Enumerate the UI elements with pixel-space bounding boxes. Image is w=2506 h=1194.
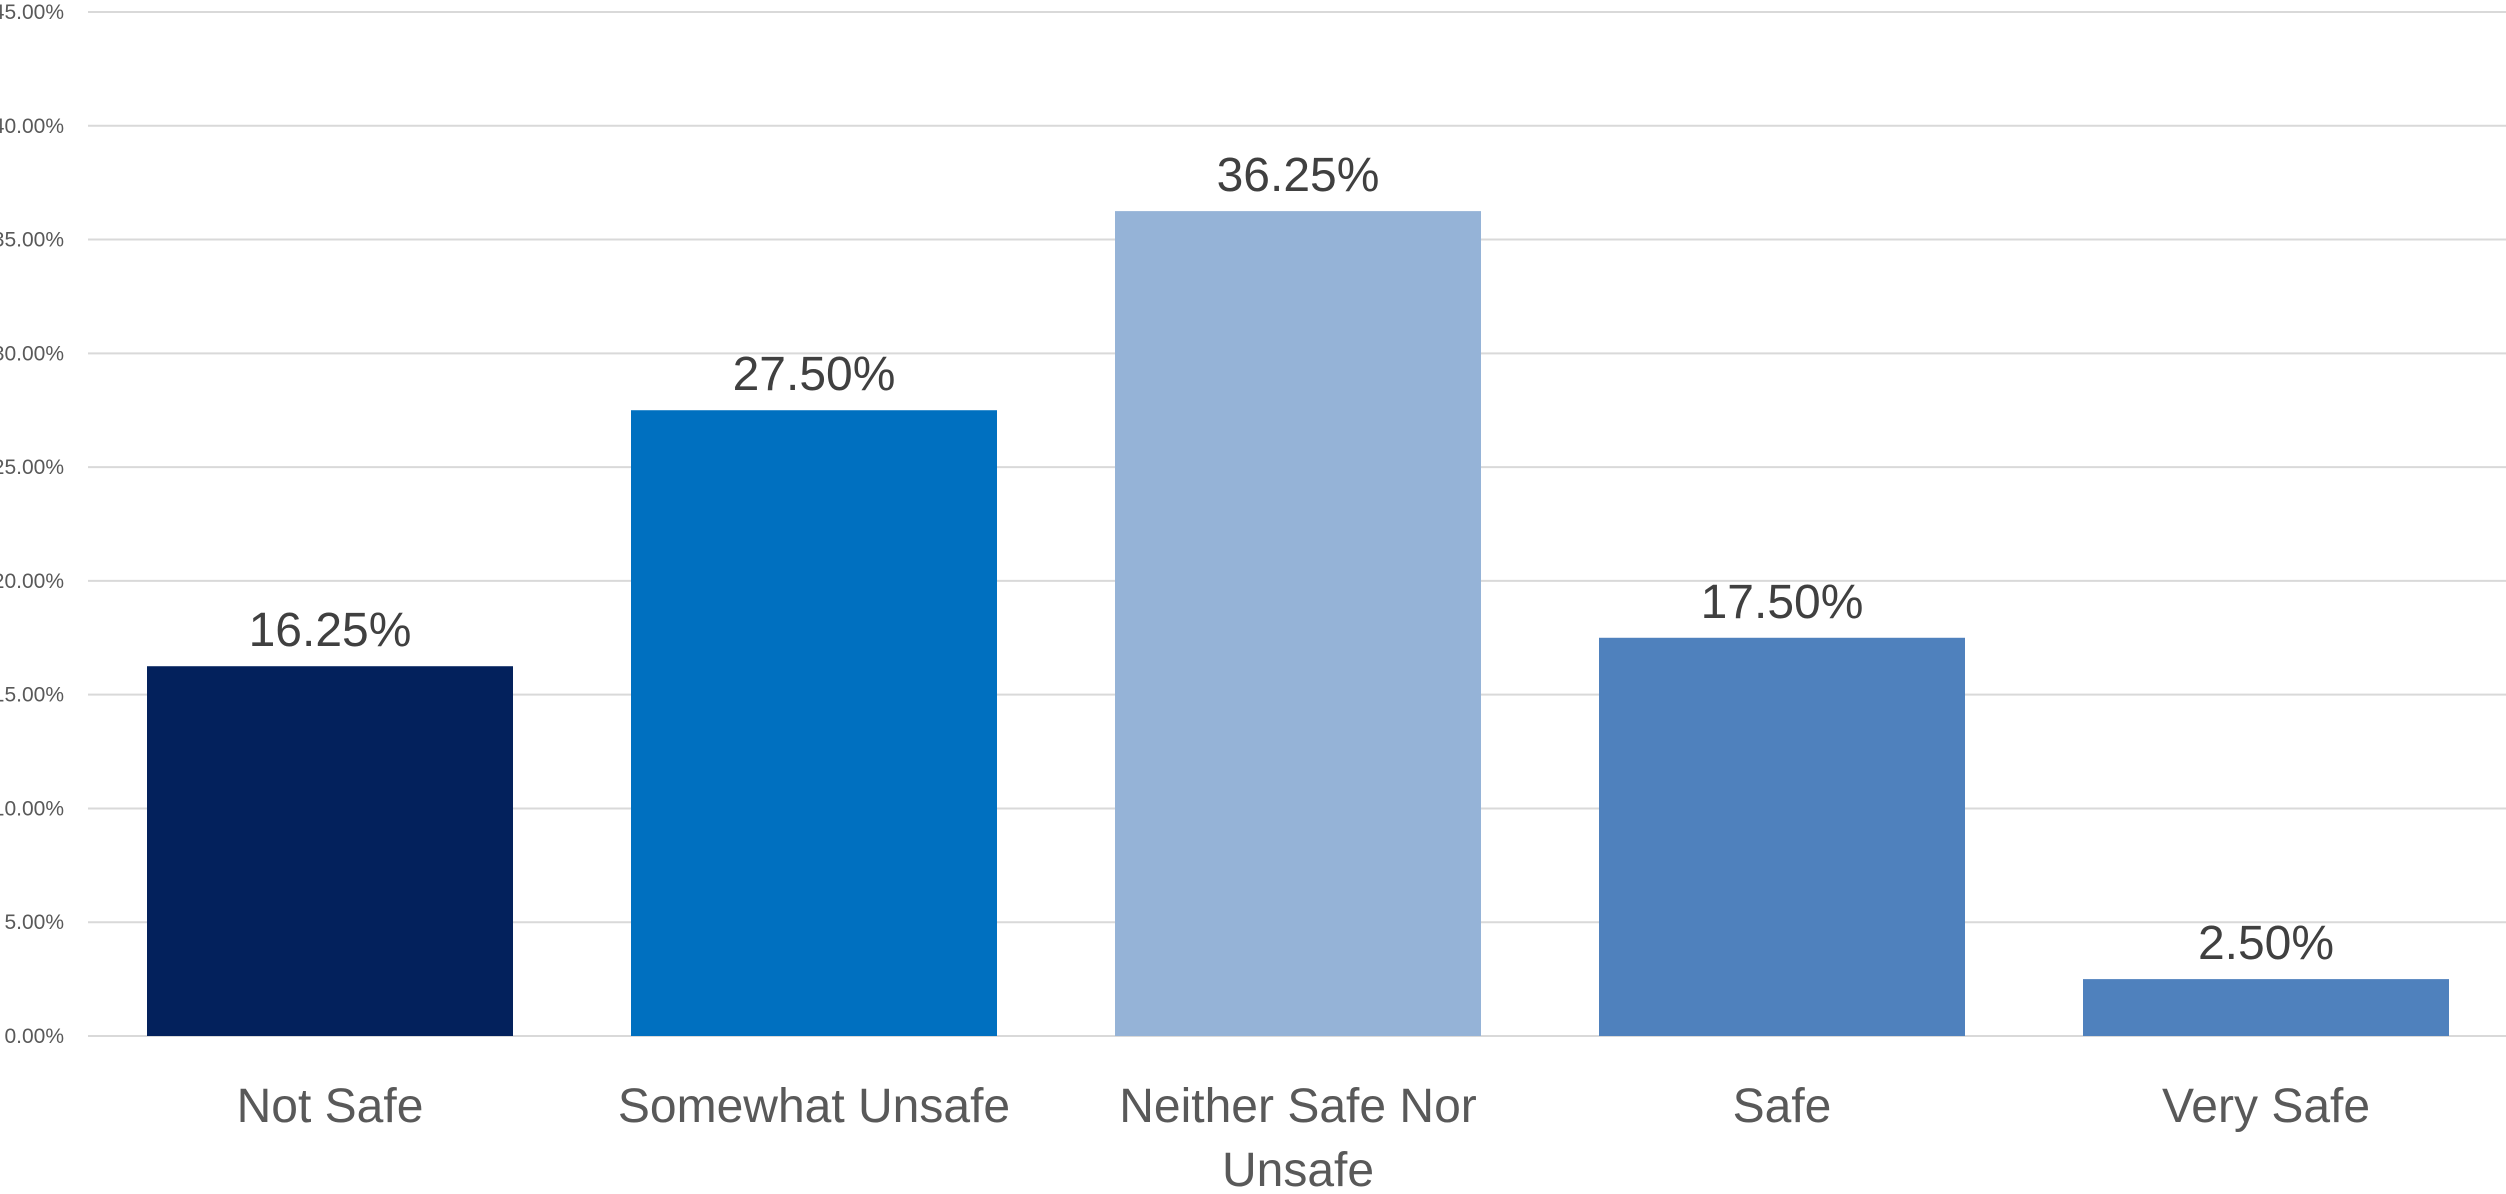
x-tick-label-line: Not Safe xyxy=(237,1080,424,1133)
bar xyxy=(1599,637,1965,1036)
x-tick-label: Not Safe xyxy=(237,1080,424,1133)
data-label: 16.25% xyxy=(249,604,412,657)
y-tick-label: 10.00% xyxy=(0,797,64,820)
bar xyxy=(2083,979,2449,1036)
x-tick-label: Neither Safe Nor Unsafe xyxy=(1119,1080,1477,1189)
x-tick-label: Very Safe xyxy=(2162,1080,2370,1133)
y-axis-tick-labels: 0.00% 5.00% 10.00% 15.00% 20.00% 25.00% 30.00%… xyxy=(0,1,64,1048)
y-tick-label: 40.00% xyxy=(0,115,64,138)
data-label: 17.50% xyxy=(1701,576,1864,629)
bar xyxy=(147,666,513,1036)
y-tick-label: 5.00% xyxy=(4,911,64,934)
y-tick-label: 30.00% xyxy=(0,342,64,365)
y-tick-label: 0.00% xyxy=(4,1025,64,1048)
bar xyxy=(631,410,997,1036)
x-tick-label-line: Neither Safe Nor xyxy=(1119,1080,1477,1133)
y-tick-label: 25.00% xyxy=(0,456,64,479)
x-tick-label: Somewhat Unsafe xyxy=(618,1080,1010,1133)
y-tick-label: 15.00% xyxy=(0,684,64,707)
data-label: 27.50% xyxy=(733,348,896,401)
x-tick-label-line: Very Safe xyxy=(2162,1080,2370,1133)
y-tick-label: 35.00% xyxy=(0,229,64,252)
data-label: 2.50% xyxy=(2198,917,2334,970)
bar xyxy=(1115,211,1481,1037)
y-tick-label: 20.00% xyxy=(0,570,64,593)
x-tick-label-line: Unsafe xyxy=(1222,1144,1374,1189)
x-tick-label-line: Somewhat Unsafe xyxy=(618,1080,1010,1133)
x-tick-label: Safe xyxy=(1733,1080,1832,1133)
data-labels: 16.25% 27.50% 36.25% 17.50% 2.50% xyxy=(249,149,2334,970)
x-axis-tick-labels: Not Safe Somewhat Unsafe Neither Safe Nor U… xyxy=(237,1080,2370,1194)
data-label: 36.25% xyxy=(1217,149,1380,202)
y-tick-label: 45.00% xyxy=(0,1,64,24)
x-tick-label-line: Safe xyxy=(1733,1080,1832,1133)
bars xyxy=(147,211,2449,1037)
